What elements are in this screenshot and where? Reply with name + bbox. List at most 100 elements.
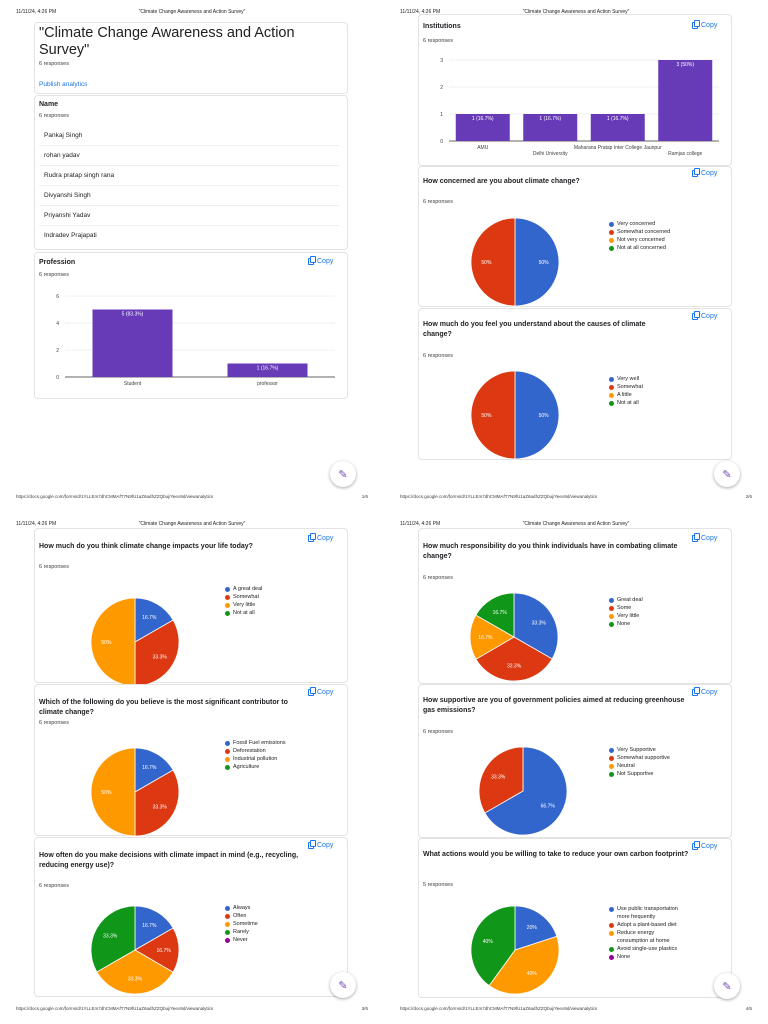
legend-item: Very Supportive [609, 746, 679, 754]
copy-icon [308, 687, 316, 696]
response-count: 6 responses [39, 720, 69, 726]
page-number: 2/6 [745, 494, 752, 499]
legend-item: Always [225, 904, 295, 912]
y-tick-label: 0 [56, 375, 59, 381]
pie-slice-label: 16.7% [493, 610, 508, 616]
y-tick-label: 0 [440, 139, 443, 145]
copy-label: Copy [317, 842, 334, 849]
edit-fab-button[interactable]: ✎ [330, 972, 356, 998]
copy-chart-button[interactable]: Copy [692, 311, 717, 320]
copy-chart-button[interactable]: Copy [692, 533, 717, 542]
name-answer-item: Indradev Prajapati [44, 232, 97, 239]
pie-slice-label: 33.3% [153, 654, 168, 660]
name-answer-list: Pankaj Singh rohan yadav Rudra pratap sing… [39, 132, 339, 252]
question-title: How supportive are you of government pol… [423, 697, 685, 714]
y-tick-label: 3 [440, 58, 443, 64]
copy-icon [308, 256, 316, 265]
pencil-icon: ✎ [722, 468, 732, 481]
question-title: How concerned are you about climate chan… [423, 178, 580, 185]
chart-legend: Very Supportive Somewhat supportive Neutra… [609, 746, 679, 778]
chart-legend: Great deal Some Very little None [609, 596, 679, 628]
copy-chart-button[interactable]: Copy [308, 256, 334, 265]
pie-slice [478, 746, 524, 814]
pie-slice [475, 636, 553, 682]
legend-item: Somewhat [609, 383, 679, 391]
bar [658, 60, 713, 141]
supportive-card: How supportive are you of government pol… [418, 684, 732, 838]
copy-chart-button[interactable]: Copy [692, 20, 717, 29]
legend-item: Agriculture [225, 763, 295, 771]
pie-slice [470, 217, 516, 307]
pie-slice-label: 50% [481, 413, 492, 419]
publish-analytics-link[interactable]: Publish analytics [39, 81, 88, 88]
legend-swatch [609, 400, 614, 406]
print-date: 11/11/24, 4:26 PM [400, 9, 441, 15]
legend-label: Somewhat supportive [617, 755, 670, 761]
pie-slice-label: 16.7% [142, 923, 157, 929]
actions-pie-chart: 20% 40% 40% [470, 905, 560, 995]
copy-chart-button[interactable]: Copy [308, 533, 334, 542]
copy-chart-button[interactable]: Copy [692, 168, 717, 177]
responsibility-card: How much responsibility do you think ind… [418, 528, 732, 684]
copy-icon [308, 533, 316, 542]
legend-label: Very little [233, 602, 256, 608]
legend-item: Use public transportation more frequentl… [609, 905, 679, 921]
legend-swatch [609, 763, 614, 769]
pie-slice [514, 370, 560, 460]
bar [523, 114, 578, 141]
print-title: "Climate Change Awareness and Action Sur… [522, 521, 630, 527]
pie-slice [470, 370, 516, 460]
legend-label: Great deal [617, 597, 643, 603]
legend-swatch [225, 929, 230, 935]
print-date: 11/11/24, 4:26 PM [400, 521, 441, 527]
legend-item: None [609, 620, 679, 628]
pencil-icon: ✎ [338, 468, 348, 481]
page-number: 3/6 [361, 1006, 368, 1011]
divider [39, 205, 339, 206]
legend-item: Some [609, 604, 679, 612]
edit-fab-button[interactable]: ✎ [330, 461, 356, 487]
legend-item: Somewhat [225, 593, 295, 601]
pie-slice-label: 33.3% [532, 621, 547, 627]
copy-chart-button[interactable]: Copy [692, 841, 717, 850]
legend-item: Very concerned [609, 220, 679, 228]
footer-url: https://docs.google.com/forms/d/1YLLEm7d… [400, 494, 598, 499]
legend-swatch [609, 954, 614, 960]
legend-label: Sometime [233, 921, 258, 927]
legend-item: Somewhat supportive [609, 754, 679, 762]
legend-swatch [225, 602, 230, 608]
legend-label: Avoid single-use plastics [617, 946, 678, 952]
response-count: 6 responses [39, 883, 69, 889]
chart-legend: Very concerned Somewhat concerned Not very… [609, 220, 679, 252]
x-tick-label: AMU [477, 145, 489, 151]
print-title: "Climate Change Awareness and Action Sur… [522, 9, 630, 15]
pie-slice [134, 597, 174, 643]
y-tick-label: 2 [440, 85, 443, 91]
pie-slice [134, 905, 174, 951]
response-count: 6 responses [423, 353, 453, 359]
bar [455, 114, 510, 141]
copy-chart-button[interactable]: Copy [692, 687, 717, 696]
pie-slice-label: 33.3% [491, 775, 506, 781]
legend-swatch [225, 610, 230, 616]
pie-slice [470, 905, 516, 987]
name-question-card: Name 6 responses Pankaj Singh rohan yadav… [34, 95, 348, 250]
copy-chart-button[interactable]: Copy [308, 840, 334, 849]
legend-label: Some [617, 605, 632, 611]
copy-label: Copy [317, 258, 334, 265]
pie-slice-label: 33.3% [153, 804, 168, 810]
legend-item: Not at all [225, 609, 295, 617]
bar-value-label: 1 (16.7%) [472, 116, 494, 122]
copy-icon [308, 840, 316, 849]
legend-item: Sometime [225, 920, 295, 928]
legend-item: Not at all concerned [609, 244, 679, 252]
legend-label: Not at all [617, 400, 639, 406]
decisions-pie-chart: 16.7% 16.7% 33.3% 33.3% [90, 905, 180, 995]
pie-slice [488, 935, 560, 995]
copy-chart-button[interactable]: Copy [308, 687, 333, 696]
name-answer-item: Divyanshi Singh [44, 192, 91, 199]
edit-fab-button[interactable]: ✎ [714, 461, 740, 487]
copy-label: Copy [317, 535, 334, 542]
edit-fab-button[interactable]: ✎ [714, 973, 740, 999]
pie-slice [90, 905, 136, 973]
